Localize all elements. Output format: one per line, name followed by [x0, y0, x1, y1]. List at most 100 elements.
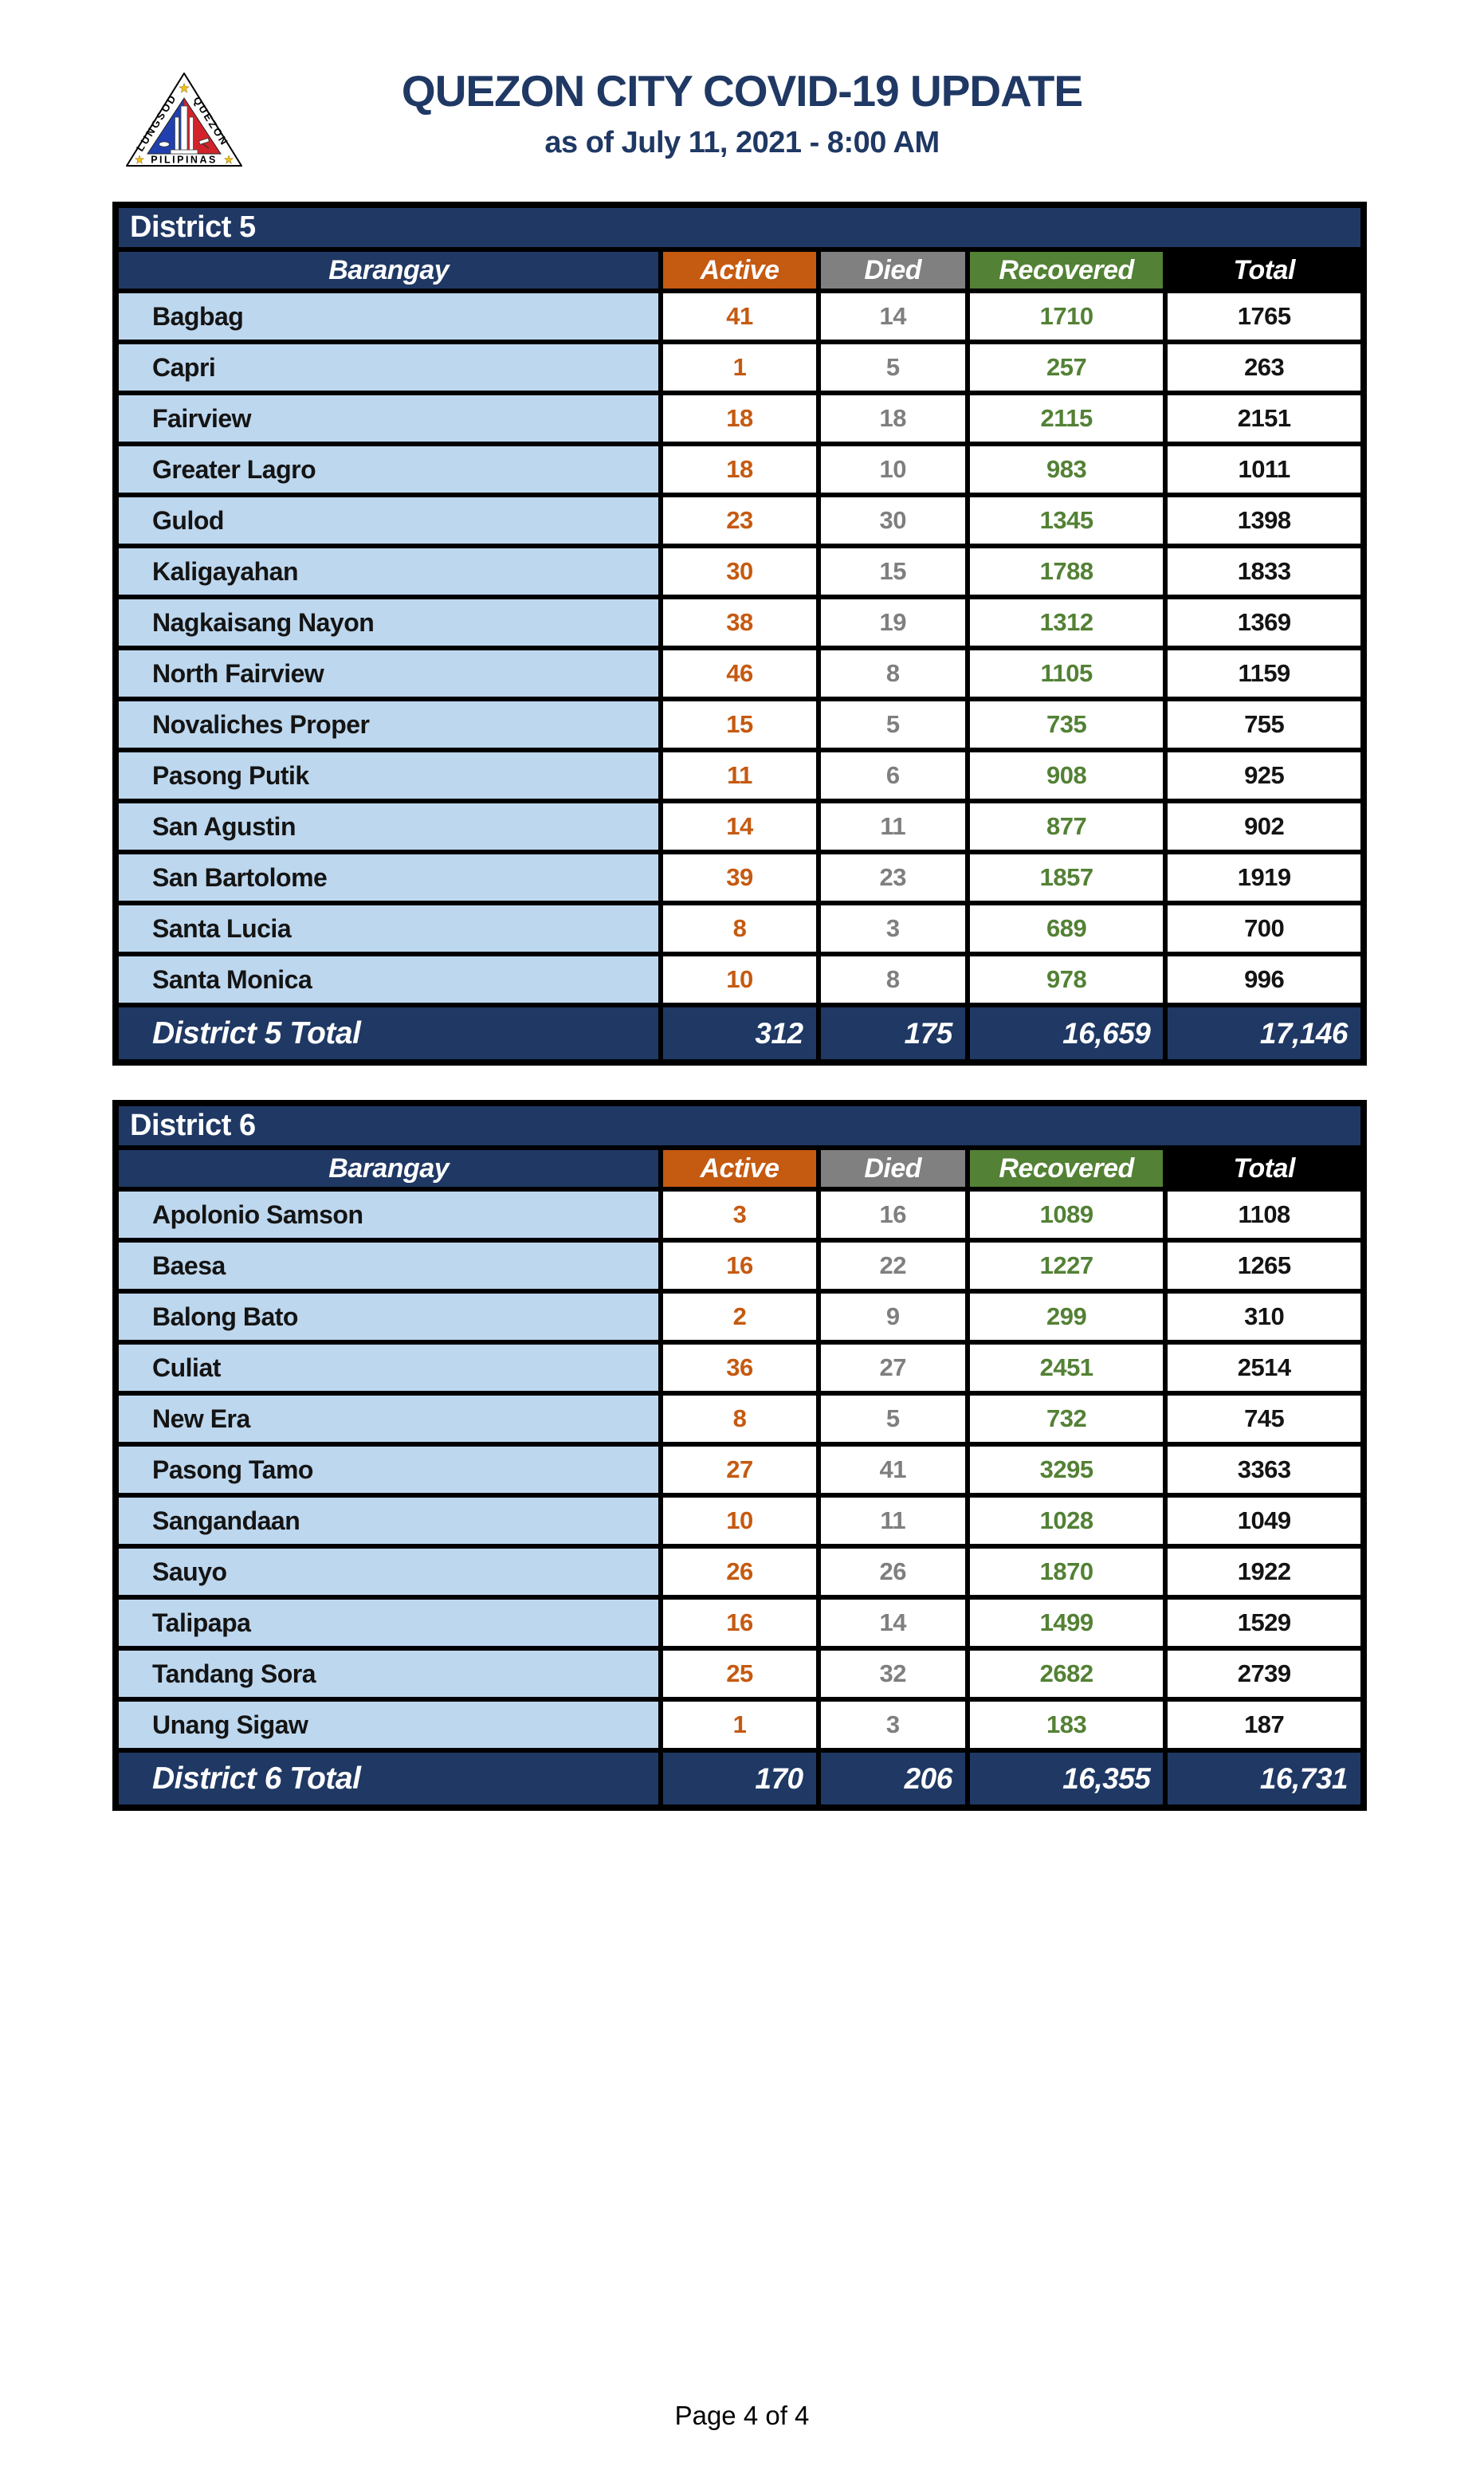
recovered-value-cell: 299	[964, 1289, 1168, 1345]
barangay-name-cell: Gulod	[112, 493, 664, 548]
barangay-name-cell: Sauyo	[112, 1544, 664, 1600]
active-value-cell: 46	[658, 646, 821, 701]
active-value-cell: 26	[658, 1544, 821, 1600]
active-value-cell: 38	[658, 595, 821, 650]
barangay-name-cell: North Fairview	[112, 646, 664, 701]
column-header-total: Total	[1163, 1145, 1366, 1192]
active-value-cell: 8	[658, 1391, 821, 1447]
district-total-active: 170	[658, 1748, 821, 1810]
district-5-total-row: District 5 Total 312 175 16,659 17,146	[112, 1003, 1366, 1065]
table-row: Nagkaisang Nayon 38 19 1312 1369	[112, 595, 1366, 650]
table-row: Gulod 23 30 1345 1398	[112, 493, 1366, 548]
district-total-label: District 6 Total	[112, 1748, 664, 1810]
recovered-value-cell: 2115	[964, 391, 1168, 446]
total-value-cell: 996	[1163, 952, 1366, 1007]
table-row: Tandang Sora 25 32 2682 2739	[112, 1646, 1366, 1702]
page-number: Page 4 of 4	[674, 2401, 810, 2430]
total-value-cell: 1529	[1163, 1595, 1366, 1651]
total-value-cell: 2739	[1163, 1646, 1366, 1702]
table-row: Pasong Putik 11 6 908 925	[112, 748, 1366, 803]
recovered-value-cell: 1345	[964, 493, 1168, 548]
recovered-value-cell: 1312	[964, 595, 1168, 650]
table-row: Kaligayahan 30 15 1788 1833	[112, 544, 1366, 599]
logo-bottom-text: PILIPINAS	[151, 155, 218, 166]
district-total-label: District 5 Total	[112, 1003, 664, 1065]
column-header-died: Died	[815, 247, 970, 293]
active-value-cell: 15	[658, 697, 821, 752]
active-value-cell: 36	[658, 1340, 821, 1396]
total-value-cell: 1049	[1163, 1493, 1366, 1549]
barangay-name-cell: Unang Sigaw	[112, 1697, 664, 1753]
district-total-recovered: 16,659	[964, 1003, 1168, 1065]
barangay-name-cell: Apolonio Samson	[112, 1187, 664, 1243]
died-value-cell: 32	[815, 1646, 970, 1702]
recovered-value-cell: 1499	[964, 1595, 1168, 1651]
total-value-cell: 1919	[1163, 850, 1366, 905]
column-header-barangay: Barangay	[112, 1145, 664, 1192]
page-subtitle: as of July 11, 2021 - 8:00 AM	[544, 125, 940, 159]
barangay-name-cell: Novaliches Proper	[112, 697, 664, 752]
active-value-cell: 25	[658, 1646, 821, 1702]
table-row: Capri 1 5 257 263	[112, 340, 1366, 395]
total-value-cell: 700	[1163, 901, 1366, 956]
barangay-name-cell: Talipapa	[112, 1595, 664, 1651]
column-header-recovered: Recovered	[964, 1145, 1168, 1192]
active-value-cell: 2	[658, 1289, 821, 1345]
active-value-cell: 39	[658, 850, 821, 905]
active-value-cell: 16	[658, 1595, 821, 1651]
district-total-active: 312	[658, 1003, 821, 1065]
table-row: Greater Lagro 18 10 983 1011	[112, 442, 1366, 497]
barangay-name-cell: Santa Lucia	[112, 901, 664, 956]
table-row: Sauyo 26 26 1870 1922	[112, 1544, 1366, 1600]
died-value-cell: 23	[815, 850, 970, 905]
active-value-cell: 23	[658, 493, 821, 548]
active-value-cell: 41	[658, 289, 821, 344]
barangay-name-cell: Bagbag	[112, 289, 664, 344]
recovered-value-cell: 978	[964, 952, 1168, 1007]
recovered-value-cell: 732	[964, 1391, 1168, 1447]
district-total-total: 17,146	[1163, 1003, 1366, 1065]
district-5-table: District 5 Barangay Active Died Recovere…	[112, 202, 1367, 1066]
total-value-cell: 1833	[1163, 544, 1366, 599]
total-value-cell: 1159	[1163, 646, 1366, 701]
column-header-row: Barangay Active Died Recovered Total	[112, 247, 1366, 293]
barangay-name-cell: Pasong Tamo	[112, 1442, 664, 1498]
table-row: Apolonio Samson 3 16 1089 1108	[112, 1187, 1366, 1243]
died-value-cell: 11	[815, 1493, 970, 1549]
died-value-cell: 10	[815, 442, 970, 497]
recovered-value-cell: 877	[964, 799, 1168, 854]
district-5-header-row: District 5	[113, 202, 1366, 252]
column-header-died: Died	[815, 1145, 970, 1192]
active-value-cell: 27	[658, 1442, 821, 1498]
table-row: Balong Bato 2 9 299 310	[112, 1289, 1366, 1345]
died-value-cell: 5	[815, 1391, 970, 1447]
column-header-active: Active	[658, 1145, 821, 1192]
district-title: District 6	[113, 1101, 1366, 1150]
died-value-cell: 8	[815, 952, 970, 1007]
district-6-table: District 6 Barangay Active Died Recovere…	[112, 1100, 1367, 1811]
barangay-name-cell: Baesa	[112, 1238, 664, 1294]
recovered-value-cell: 183	[964, 1697, 1168, 1753]
barangay-name-cell: Capri	[112, 340, 664, 395]
died-value-cell: 27	[815, 1340, 970, 1396]
total-value-cell: 187	[1163, 1697, 1366, 1753]
total-value-cell: 3363	[1163, 1442, 1366, 1498]
barangay-name-cell: Balong Bato	[112, 1289, 664, 1345]
recovered-value-cell: 1710	[964, 289, 1168, 344]
table-row: Bagbag 41 14 1710 1765	[112, 289, 1366, 344]
active-value-cell: 30	[658, 544, 821, 599]
barangay-name-cell: Fairview	[112, 391, 664, 446]
total-value-cell: 925	[1163, 748, 1366, 803]
barangay-name-cell: Pasong Putik	[112, 748, 664, 803]
recovered-value-cell: 1105	[964, 646, 1168, 701]
column-header-total: Total	[1163, 247, 1366, 293]
barangay-name-cell: Nagkaisang Nayon	[112, 595, 664, 650]
column-header-row: Barangay Active Died Recovered Total	[112, 1145, 1366, 1192]
recovered-value-cell: 1857	[964, 850, 1168, 905]
died-value-cell: 5	[815, 340, 970, 395]
recovered-value-cell: 983	[964, 442, 1168, 497]
district-total-died: 175	[815, 1003, 970, 1065]
died-value-cell: 18	[815, 391, 970, 446]
died-value-cell: 26	[815, 1544, 970, 1600]
barangay-name-cell: Kaligayahan	[112, 544, 664, 599]
